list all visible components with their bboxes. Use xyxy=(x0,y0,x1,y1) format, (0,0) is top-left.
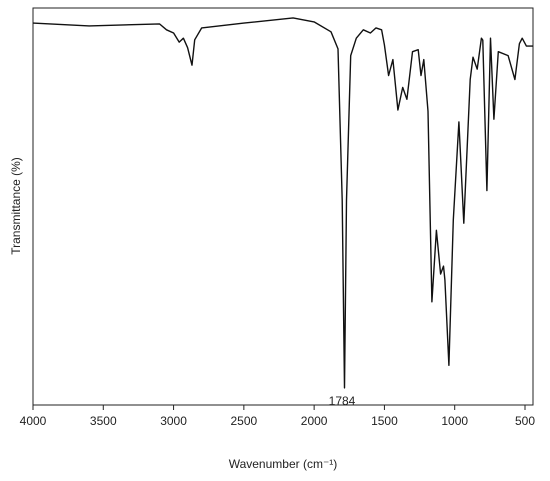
x-tick-label: 3000 xyxy=(160,414,187,428)
x-tick-label: 2000 xyxy=(301,414,328,428)
annotation: 1784 xyxy=(329,394,356,408)
x-tick-label: 1000 xyxy=(441,414,468,428)
y-axis-label: Transmittance (%) xyxy=(9,157,23,255)
x-tick-label: 3500 xyxy=(90,414,117,428)
x-tick-label: 4000 xyxy=(20,414,47,428)
x-tick-label: 1500 xyxy=(371,414,398,428)
x-axis-label: Wavenumber (cm⁻¹) xyxy=(229,457,338,471)
spectrum-line xyxy=(32,17,533,389)
plot-frame xyxy=(32,7,534,406)
x-tick-label: 500 xyxy=(515,414,535,428)
x-tick-label: 2500 xyxy=(231,414,258,428)
